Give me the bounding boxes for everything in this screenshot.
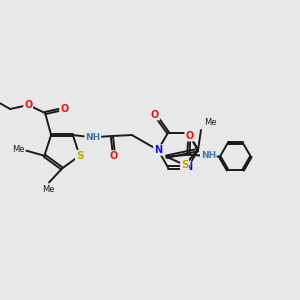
Text: Me: Me <box>204 118 217 127</box>
Text: O: O <box>185 131 194 141</box>
Text: O: O <box>24 100 32 110</box>
Text: S: S <box>181 160 188 170</box>
Text: O: O <box>60 104 68 114</box>
Text: O: O <box>110 151 118 161</box>
Text: O: O <box>151 110 159 120</box>
Text: NH: NH <box>85 133 100 142</box>
Text: N: N <box>154 145 162 155</box>
Text: S: S <box>76 151 83 161</box>
Text: NH: NH <box>201 151 216 160</box>
Text: Me: Me <box>12 145 24 154</box>
Text: Me: Me <box>42 185 54 194</box>
Text: N: N <box>184 162 192 172</box>
